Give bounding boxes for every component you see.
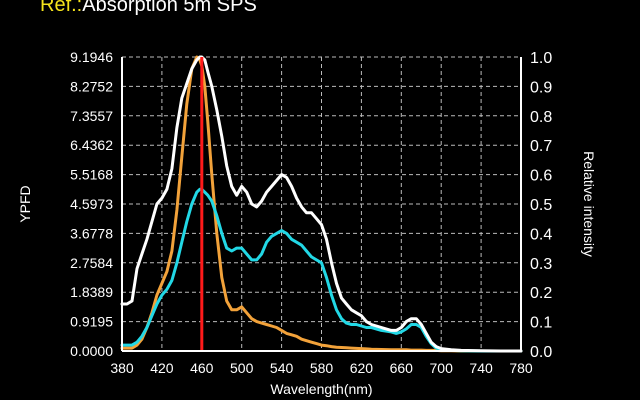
- series-line-orange: [120, 55, 523, 353]
- x-tick-label: 780: [509, 360, 533, 376]
- y-right-tick-label: 1.0: [530, 50, 552, 67]
- y-left-tick-label: 6.4362: [70, 137, 113, 153]
- series-line-white: [120, 55, 523, 353]
- y-right-tick-label: 0.6: [530, 168, 552, 185]
- x-tick-label: 420: [150, 360, 174, 376]
- series-line-cyan: [120, 187, 523, 353]
- y-axis-label-right: Relative intensity: [581, 151, 597, 257]
- y-right-tick-label: 0.5: [530, 197, 552, 214]
- x-tick-label: 580: [310, 360, 334, 376]
- axes: [121, 57, 522, 352]
- y-right-tick-label: 0.8: [530, 109, 552, 126]
- title-text: Absorption 5m SPS: [82, 0, 257, 16]
- y-left-tick-label: 3.6778: [70, 225, 113, 241]
- tick-labels: 380 420 460 500 540 580 620 660 700 740 780 0.0000 0…: [70, 49, 552, 376]
- x-tick-label: 700: [430, 360, 454, 376]
- y-right-tick-label: 0.0: [530, 344, 552, 361]
- chart-title: Ref.:Absorption 5m SPS: [40, 0, 257, 17]
- x-tick-label: 380: [110, 360, 134, 376]
- y-left-tick-label: 8.2752: [70, 78, 113, 94]
- y-right-tick-label: 0.4: [530, 226, 552, 243]
- ref-label: Ref.:: [40, 0, 83, 16]
- y-left-tick-label: 1.8389: [70, 284, 113, 300]
- y-left-tick-label: 0.0000: [70, 343, 113, 359]
- y-right-tick-label: 0.2: [530, 285, 552, 302]
- y-left-tick-label: 9.1946: [70, 49, 113, 65]
- y-left-tick-label: 0.9195: [70, 314, 113, 330]
- y-left-tick-label: 2.7584: [70, 255, 113, 271]
- x-tick-label: 740: [469, 360, 493, 376]
- y-right-tick-label: 0.1: [530, 315, 552, 332]
- x-axis-label: Wavelength(nm): [270, 381, 372, 397]
- y-axis-label-left: YPFD: [17, 185, 33, 222]
- y-right-tick-label: 0.9: [530, 79, 552, 96]
- y-right-tick-label: 0.7: [530, 138, 552, 155]
- y-left-tick-label: 5.5168: [70, 167, 113, 183]
- y-right-tick-label: 0.3: [530, 256, 552, 273]
- series-layer: [120, 55, 523, 353]
- x-tick-label: 460: [190, 360, 214, 376]
- y-left-tick-label: 4.5973: [70, 196, 113, 212]
- y-left-tick-label: 7.3557: [70, 108, 113, 124]
- x-tick-label: 540: [270, 360, 294, 376]
- x-tick-label: 620: [350, 360, 374, 376]
- x-tick-label: 660: [390, 360, 414, 376]
- x-tick-label: 500: [230, 360, 254, 376]
